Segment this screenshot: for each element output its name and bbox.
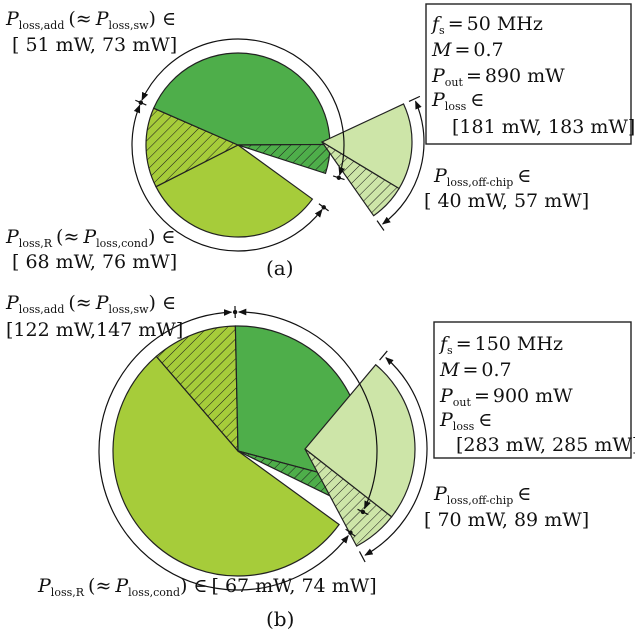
range-a-add: [ 51 mW, 73 mW] bbox=[12, 34, 177, 56]
pie-a-main bbox=[145, 52, 331, 238]
pie-slice-add-hatch bbox=[156, 326, 238, 451]
offchip-tick-0 bbox=[408, 95, 421, 102]
range-arc-add bbox=[98, 309, 349, 591]
label-a-r: Ploss,R (≈ Ploss,cond) ∈ bbox=[5, 226, 176, 250]
pie-a-range-arcs bbox=[131, 38, 425, 252]
label-a-offchip: Ploss,off-chip ∈ bbox=[433, 165, 531, 189]
range-a-offchip: [ 40 mW, 57 mW] bbox=[424, 190, 589, 212]
info-a-m: M = 0.7 bbox=[431, 39, 504, 61]
range-arc-add bbox=[131, 104, 323, 252]
offchip-tick-0 bbox=[379, 350, 388, 361]
range-a-r: [ 68 mW, 76 mW] bbox=[12, 251, 177, 273]
range-arc-offchip bbox=[381, 100, 425, 225]
range-dot-0 bbox=[348, 530, 353, 535]
info-a-ploss: Ploss ∈ bbox=[431, 89, 484, 113]
info-box-a bbox=[425, 3, 632, 145]
range-b-add: [122 mW,147 mW] bbox=[6, 319, 183, 341]
offchip-tick-1 bbox=[358, 551, 366, 563]
range-arc-offchip bbox=[364, 357, 428, 556]
info-b-m: M = 0.7 bbox=[439, 359, 512, 381]
info-a-ploss-range: [181 mW, 183 mW] bbox=[452, 116, 635, 138]
panel-label-a: (a) bbox=[266, 256, 294, 280]
range-b-offchip: [ 70 mW, 89 mW] bbox=[424, 509, 589, 531]
range-dot-1 bbox=[138, 100, 144, 105]
info-a-pout: Pout = 890 mW bbox=[431, 65, 565, 89]
info-b-fs: fs = 150 MHz bbox=[438, 333, 563, 357]
info-box-b bbox=[433, 321, 632, 459]
range-arc-R bbox=[141, 38, 345, 176]
info-b-ploss-range: [283 mW, 285 mW] bbox=[456, 434, 635, 456]
info-b-ploss: Ploss ∈ bbox=[439, 409, 492, 433]
panel-a: Ploss,add (≈ Ploss,sw) ∈ [ 51 mW, 73 mW] Pl… bbox=[5, 3, 635, 280]
label-a-add: Ploss,add (≈ Ploss,sw) ∈ bbox=[5, 8, 176, 32]
info-a-fs: fs = 50 MHz bbox=[430, 13, 543, 37]
label-b-r: Ploss,R (≈ Ploss,cond) ∈[ 67 mW, 74 mW] bbox=[37, 575, 377, 599]
label-b-add: Ploss,add (≈ Ploss,sw) ∈ bbox=[5, 292, 176, 316]
label-b-offchip: Ploss,off-chip ∈ bbox=[433, 483, 531, 507]
info-b-pout: Pout = 900 mW bbox=[439, 385, 573, 409]
offchip-tick-1 bbox=[376, 220, 385, 231]
pie-a-offchip bbox=[320, 103, 413, 217]
range-dot-0 bbox=[321, 205, 326, 210]
panel-label-b: (b) bbox=[266, 607, 294, 631]
panel-b: Ploss,add (≈ Ploss,sw) ∈ [122 mW,147 mW] Pl… bbox=[5, 292, 635, 631]
pie-b-range-arcs bbox=[98, 306, 428, 591]
range-dot-1 bbox=[232, 309, 238, 315]
range-dot-2 bbox=[336, 175, 342, 180]
range-dot-2 bbox=[360, 509, 366, 515]
